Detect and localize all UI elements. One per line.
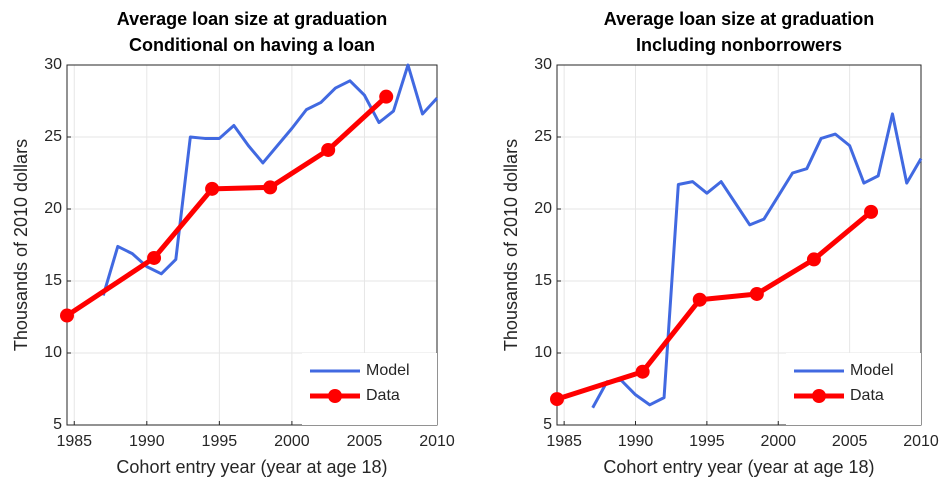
x-tick-label: 1985 [546, 433, 582, 450]
legend-label: Data [850, 387, 884, 404]
x-tick-label: 2000 [760, 433, 796, 450]
x-tick-label: 2010 [903, 433, 939, 450]
data-point [749, 286, 764, 301]
data-point [147, 250, 162, 265]
axes-box [66, 64, 438, 426]
y-tick-label: 10 [44, 344, 62, 361]
y-tick-label: 30 [44, 56, 62, 73]
y-tick-label: 15 [534, 272, 552, 289]
data-point [205, 181, 220, 196]
data-point [635, 364, 650, 379]
y-axis-label: Thousands of 2010 dollars [11, 139, 31, 351]
x-tick-label: 1990 [618, 433, 654, 450]
chart-subtitle: Including nonborrowers [636, 35, 842, 55]
series-line [591, 112, 923, 409]
x-tick-label: 1990 [129, 433, 165, 450]
x-tick-label: 2005 [832, 433, 868, 450]
axes-box [556, 64, 922, 426]
legend-label: Model [366, 362, 410, 379]
chart-subtitle: Conditional on having a loan [129, 35, 375, 55]
x-tick-label: 2010 [419, 433, 455, 450]
data-point [60, 308, 74, 323]
legend-box [786, 353, 921, 425]
y-tick-label: 30 [534, 56, 552, 73]
x-axis-label: Cohort entry year (year at age 18) [116, 457, 387, 477]
legend-label: Data [366, 387, 400, 404]
series-line [101, 63, 439, 296]
series-line [556, 209, 873, 402]
data-point [864, 204, 879, 219]
x-axis-label: Cohort entry year (year at age 18) [603, 457, 874, 477]
legend-box [302, 353, 437, 425]
data-point [379, 89, 394, 104]
legend-marker [812, 389, 826, 403]
axes: 5 10 15 20 25 30 1985 1990 1995 2000 2005 2010 Avera… [11, 9, 455, 477]
chart-title: Average loan size at graduation [117, 9, 387, 29]
y-tick-label: 25 [534, 128, 552, 145]
data-point [263, 180, 278, 195]
chart-title: Average loan size at graduation [604, 9, 874, 29]
legend-label: Model [850, 362, 894, 379]
data-point [321, 142, 336, 157]
y-tick-label: 5 [543, 416, 552, 433]
y-tick-label: 20 [534, 200, 552, 217]
x-tick-label: 1985 [56, 433, 92, 450]
legend-marker [328, 389, 342, 403]
data-point [692, 292, 707, 307]
x-tick-label: 2005 [347, 433, 383, 450]
y-axis-label: Thousands of 2010 dollars [501, 139, 521, 351]
y-tick-label: 10 [534, 344, 552, 361]
axes: 5 10 15 20 25 30 1985 1990 1995 2000 2005 2010 Avera… [501, 9, 939, 477]
x-tick-label: 1995 [202, 433, 238, 450]
y-tick-label: 15 [44, 272, 62, 289]
x-tick-label: 2000 [274, 433, 310, 450]
y-tick-label: 5 [53, 416, 62, 433]
series-line [65, 94, 388, 318]
data-point [806, 252, 821, 267]
y-tick-label: 25 [44, 128, 62, 145]
data-point [550, 392, 564, 407]
y-tick-label: 20 [44, 200, 62, 217]
x-tick-label: 1995 [689, 433, 725, 450]
